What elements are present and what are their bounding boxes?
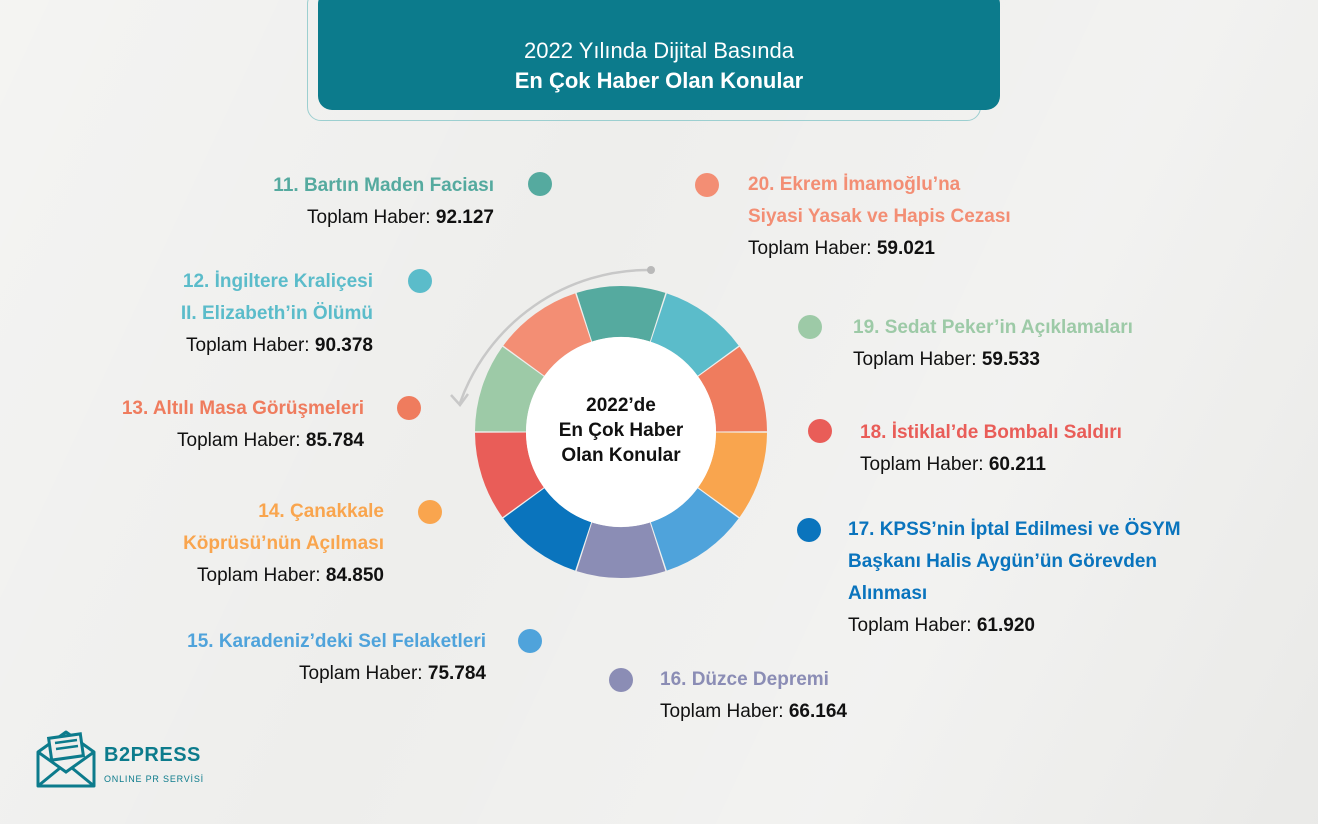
legend-dot-14 [418,500,442,524]
total-prefix: Toplam Haber: [197,565,326,586]
center-line1: 2022’de [586,395,656,416]
legend-dot-11 [528,172,552,196]
total-value: 92.127 [435,207,494,228]
donut-slice-14 [698,432,767,518]
total-prefix: Toplam Haber: [748,238,877,259]
legend-name-line: 19. Sedat Peker’in Açıklamaları [853,317,1133,338]
legend-total: Toplam Haber: 92.127 [273,202,494,234]
total-value: 59.021 [876,238,935,259]
total-prefix: Toplam Haber: [853,349,982,370]
total-prefix: Toplam Haber: [848,615,977,636]
donut-center [526,337,716,527]
legend-total: Toplam Haber: 60.211 [860,449,1122,481]
donut-slice-17 [503,488,592,571]
legend-name-line: 16. Düzce Depremi [660,669,829,690]
legend-total: Toplam Haber: 90.378 [181,330,373,362]
legend-name-line: Alınması [848,583,928,604]
rotation-arrow [458,268,652,404]
legend-name-line: Köprüsü’nün Açılması [183,533,384,554]
legend-label-19: 19. Sedat Peker’in Açıklamaları Toplam Ha… [853,312,1133,376]
center-line3: Olan Konular [561,445,681,466]
legend-total: Toplam Haber: 85.784 [122,425,364,457]
total-value: 84.850 [325,565,384,586]
envelope-logo-icon [36,730,96,788]
logo-subtitle: ONLINE PR SERVİSİ [104,774,204,784]
legend-total: Toplam Haber: 75.784 [187,658,486,690]
legend-label-18: 18. İstiklal’de Bombalı Saldırı Toplam Ha… [860,417,1122,481]
legend-dot-18 [808,419,832,443]
legend-name-line: Başkanı Halis Aygün’ün Görevden [848,551,1158,572]
center-line2: En Çok Haber [558,420,684,441]
rotation-arrow-start [647,266,655,274]
donut-slice-19 [475,346,544,432]
total-value: 66.164 [788,701,847,722]
donut-center-text: 2022’de En Çok Haber Olan Konular [521,393,721,468]
total-value: 85.784 [305,430,364,451]
legend-name-line: 18. İstiklal’de Bombalı Saldırı [860,422,1122,443]
total-value: 59.533 [981,349,1040,370]
legend-total: Toplam Haber: 59.021 [748,233,1011,265]
total-prefix: Toplam Haber: [177,430,306,451]
b2press-logo: B2PRESS ONLINE PR SERVİSİ [34,730,203,795]
legend-label-14: 14. Çanakkale Köprüsü’nün Açılması Toplam … [183,496,384,592]
donut-slice-13 [698,346,767,432]
donut-segments [475,286,767,579]
total-prefix: Toplam Haber: [186,335,315,356]
total-prefix: Toplam Haber: [299,663,428,684]
total-value: 75.784 [427,663,486,684]
legend-name-line: 14. Çanakkale [258,501,384,522]
legend-label-20: 20. Ekrem İmamoğlu’na Siyasi Yasak ve Hap… [748,169,1011,265]
donut-slice-16 [576,522,666,579]
legend-label-16: 16. Düzce Depremi Toplam Haber: 66.164 [660,664,847,728]
legend-total: Toplam Haber: 84.850 [183,560,384,592]
legend-total: Toplam Haber: 59.533 [853,344,1133,376]
total-value: 61.920 [976,615,1035,636]
legend-total: Toplam Haber: 66.164 [660,696,847,728]
rotation-arrow-head [450,393,470,407]
donut-slice-20 [503,293,592,376]
legend-dot-17 [797,518,821,542]
legend-label-11: 11. Bartın Maden Faciası Toplam Haber: 92… [273,170,494,234]
donut-slice-15 [650,488,739,571]
legend-dot-20 [695,173,719,197]
legend-dot-16 [609,668,633,692]
legend-name-line: 13. Altılı Masa Görüşmeleri [121,398,364,419]
legend-total: Toplam Haber: 61.920 [848,610,1181,642]
legend-dot-19 [798,315,822,339]
total-prefix: Toplam Haber: [860,454,989,475]
legend-dot-12 [408,269,432,293]
legend-label-15: 15. Karadeniz’deki Sel Felaketleri Toplam… [187,626,486,690]
total-prefix: Toplam Haber: [660,701,789,722]
logo-brand: B2PRESS [104,744,201,766]
legend-label-12: 12. İngiltere Kraliçesi II. Elizabeth’in … [181,266,373,362]
header-banner: 2022 Yılında Dijital Basında En Çok Habe… [318,0,1000,110]
total-value: 90.378 [314,335,373,356]
header-title-line1: 2022 Yılında Dijital Basında [524,38,794,63]
total-value: 60.211 [988,454,1046,475]
donut-slice-12 [650,293,739,376]
legend-name-line: 15. Karadeniz’deki Sel Felaketleri [187,631,486,652]
legend-dot-13 [397,396,421,420]
legend-name-line: II. Elizabeth’in Ölümü [180,303,373,324]
legend-label-13: 13. Altılı Masa Görüşmeleri Toplam Haber:… [122,393,364,457]
legend-name-line: 11. Bartın Maden Faciası [273,175,494,196]
header-title-line2: En Çok Haber Olan Konular [514,68,804,93]
donut-slice-18 [475,432,544,518]
legend-name-line: 17. KPSS’nin İptal Edilmesi ve ÖSYM [848,519,1181,540]
legend-name-line: Siyasi Yasak ve Hapis Cezası [748,206,1011,227]
donut-slice-11 [576,286,666,342]
legend-name-line: 12. İngiltere Kraliçesi [182,271,373,292]
legend-label-17: 17. KPSS’nin İptal Edilmesi ve ÖSYM Başka… [848,514,1181,642]
legend-dot-15 [518,629,542,653]
total-prefix: Toplam Haber: [307,207,436,228]
legend-name-line: 20. Ekrem İmamoğlu’na [748,174,961,195]
